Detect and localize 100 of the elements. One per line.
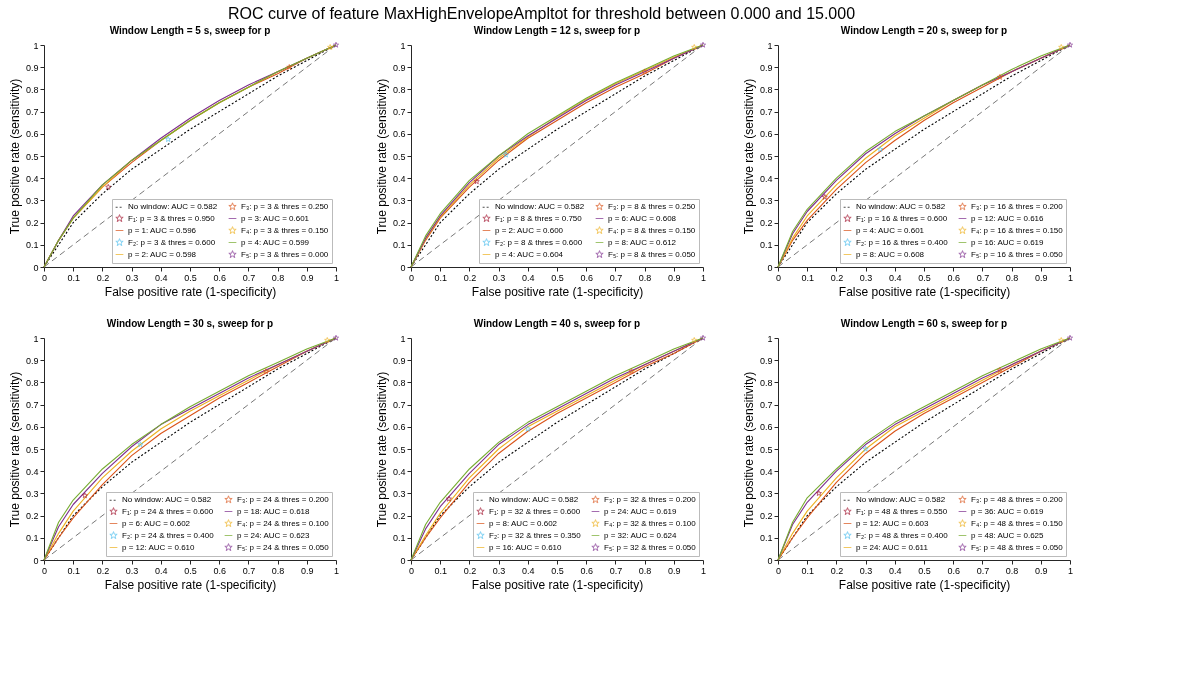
y-tick-label: 0.4 bbox=[392, 466, 406, 477]
y-tick-label: 0.8 bbox=[759, 84, 773, 95]
legend-label: p = 24: AUC = 0.623 bbox=[237, 530, 311, 540]
x-tick-label: 0.5 bbox=[551, 565, 564, 576]
legend-label: F₂: p = 8 & thres = 0.600 bbox=[495, 237, 583, 247]
x-tick-label: 0.8 bbox=[1005, 272, 1019, 283]
y-tick-label: 0.9 bbox=[25, 355, 39, 366]
legend-label: F₄: p = 24 & thres = 0.100 bbox=[237, 518, 330, 528]
x-tick-label: 0.7 bbox=[976, 565, 990, 576]
chart-title: Window Length = 5 s, sweep for p bbox=[109, 25, 271, 37]
legend-label: F₃: p = 3 & thres = 0.250 bbox=[241, 201, 329, 211]
x-tick-label: 0.8 bbox=[271, 565, 285, 576]
y-tick-label: 0.6 bbox=[392, 129, 406, 140]
legend-label: No window: AUC = 0.582 bbox=[856, 202, 946, 212]
y-tick-label: 1 bbox=[33, 40, 39, 51]
legend-label: F₂: p = 3 & thres = 0.600 bbox=[128, 237, 216, 247]
legend-label: F₁: p = 3 & thres = 0.950 bbox=[128, 213, 216, 223]
y-tick-label: 0.9 bbox=[392, 62, 406, 73]
legend-label: F₂: p = 16 & thres = 0.400 bbox=[856, 237, 949, 247]
x-tick-label: 0.3 bbox=[125, 272, 139, 283]
x-tick-label: 0.8 bbox=[638, 272, 652, 283]
legend-label: p = 24: AUC = 0.611 bbox=[856, 542, 929, 552]
y-tick-label: 0.6 bbox=[25, 129, 39, 140]
legend-label: F₅: p = 32 & thres = 0.050 bbox=[604, 542, 697, 552]
legend-label: p = 8: AUC = 0.608 bbox=[856, 249, 925, 259]
legend-label: p = 4: AUC = 0.601 bbox=[856, 225, 925, 235]
x-tick-label: 0.9 bbox=[301, 565, 314, 576]
x-tick-label: 0.5 bbox=[918, 565, 931, 576]
y-tick-label: 0.5 bbox=[25, 444, 39, 455]
x-tick-label: 0.1 bbox=[434, 565, 447, 576]
y-tick-label: 0.2 bbox=[392, 511, 406, 522]
y-tick-label: 0.7 bbox=[392, 107, 406, 118]
x-tick-label: 0.7 bbox=[242, 272, 256, 283]
y-tick-label: 0.1 bbox=[759, 533, 773, 544]
y-tick-label: 0 bbox=[767, 262, 773, 273]
y-tick-label: 0.5 bbox=[392, 151, 406, 162]
legend-label: p = 16: AUC = 0.619 bbox=[971, 237, 1045, 247]
legend-label: F₃: p = 8 & thres = 0.250 bbox=[608, 201, 696, 211]
legend-label: p = 4: AUC = 0.599 bbox=[241, 237, 310, 247]
legend-label: p = 6: AUC = 0.608 bbox=[608, 213, 677, 223]
x-tick-label: 0 bbox=[41, 565, 48, 576]
y-tick-label: 0.3 bbox=[759, 488, 773, 499]
legend-label: F₅: p = 3 & thres = 0.000 bbox=[241, 249, 329, 259]
y-tick-label: 0.2 bbox=[759, 218, 773, 229]
legend-label: No window: AUC = 0.582 bbox=[128, 202, 218, 212]
y-tick-label: 0 bbox=[33, 262, 39, 273]
y-tick-label: 0.5 bbox=[759, 151, 773, 162]
legend-label: No window: AUC = 0.582 bbox=[495, 202, 585, 212]
y-tick-label: 0.8 bbox=[25, 84, 39, 95]
x-tick-label: 1 bbox=[700, 272, 707, 283]
legend-label: F₃: p = 24 & thres = 0.200 bbox=[237, 494, 330, 504]
legend-label: F₂: p = 24 & thres = 0.400 bbox=[122, 530, 215, 540]
x-tick-label: 0.2 bbox=[463, 565, 477, 576]
x-axis-title: False positive rate (1-specificity) bbox=[104, 284, 277, 299]
x-tick-label: 0.1 bbox=[67, 272, 80, 283]
x-tick-label: 0.1 bbox=[434, 272, 447, 283]
legend-label: F₄: p = 32 & thres = 0.100 bbox=[604, 518, 697, 528]
x-tick-label: 0.9 bbox=[1035, 565, 1048, 576]
x-tick-label: 0.2 bbox=[463, 272, 477, 283]
y-tick-label: 0.1 bbox=[25, 240, 39, 251]
legend-label: p = 24: AUC = 0.619 bbox=[604, 506, 678, 516]
y-tick-label: 0.7 bbox=[392, 400, 406, 411]
x-tick-label: 0.6 bbox=[213, 272, 226, 283]
y-tick-label: 0.1 bbox=[392, 533, 406, 544]
x-tick-label: 1 bbox=[333, 565, 340, 576]
legend-label: p = 12: AUC = 0.603 bbox=[856, 518, 930, 528]
x-tick-label: 1 bbox=[1067, 272, 1074, 283]
x-axis-title: False positive rate (1-specificity) bbox=[838, 577, 1011, 592]
legend-label: F₄: p = 16 & thres = 0.150 bbox=[971, 225, 1064, 235]
legend-label: F₁: p = 24 & thres = 0.600 bbox=[122, 506, 214, 516]
y-tick-label: 0.2 bbox=[25, 218, 39, 229]
y-tick-label: 0.6 bbox=[759, 129, 773, 140]
y-tick-label: 0.7 bbox=[25, 107, 39, 118]
chart-title: Window Length = 40 s, sweep for p bbox=[473, 318, 641, 330]
x-tick-label: 0.4 bbox=[522, 272, 535, 283]
x-tick-label: 0.4 bbox=[889, 565, 902, 576]
x-tick-label: 0.9 bbox=[668, 272, 681, 283]
x-tick-label: 0.1 bbox=[801, 565, 814, 576]
y-tick-label: 0.6 bbox=[25, 422, 39, 433]
x-tick-label: 0.9 bbox=[301, 272, 314, 283]
x-tick-label: 0.2 bbox=[830, 565, 844, 576]
legend-label: F₂: p = 48 & thres = 0.400 bbox=[856, 530, 949, 540]
x-tick-label: 1 bbox=[700, 565, 707, 576]
y-axis-title: True positive rate (sensitivity) bbox=[374, 78, 389, 235]
y-axis-title: True positive rate (sensitivity) bbox=[374, 371, 389, 528]
x-tick-label: 1 bbox=[333, 272, 340, 283]
x-tick-label: 0 bbox=[41, 272, 48, 283]
x-tick-label: 0.8 bbox=[271, 272, 285, 283]
legend-label: p = 4: AUC = 0.604 bbox=[495, 249, 564, 259]
y-tick-label: 0.8 bbox=[392, 377, 406, 388]
x-tick-label: 0.5 bbox=[184, 565, 197, 576]
y-tick-label: 0.9 bbox=[25, 62, 39, 73]
x-tick-label: 0.6 bbox=[213, 565, 226, 576]
legend-label: p = 2: AUC = 0.598 bbox=[128, 249, 197, 259]
y-tick-label: 0 bbox=[400, 555, 406, 566]
x-axis-title: False positive rate (1-specificity) bbox=[471, 577, 644, 592]
y-tick-label: 0.4 bbox=[392, 173, 406, 184]
x-tick-label: 0.6 bbox=[947, 272, 960, 283]
legend-label: F₅: p = 24 & thres = 0.050 bbox=[237, 542, 330, 552]
legend-label: p = 48: AUC = 0.625 bbox=[971, 530, 1045, 540]
